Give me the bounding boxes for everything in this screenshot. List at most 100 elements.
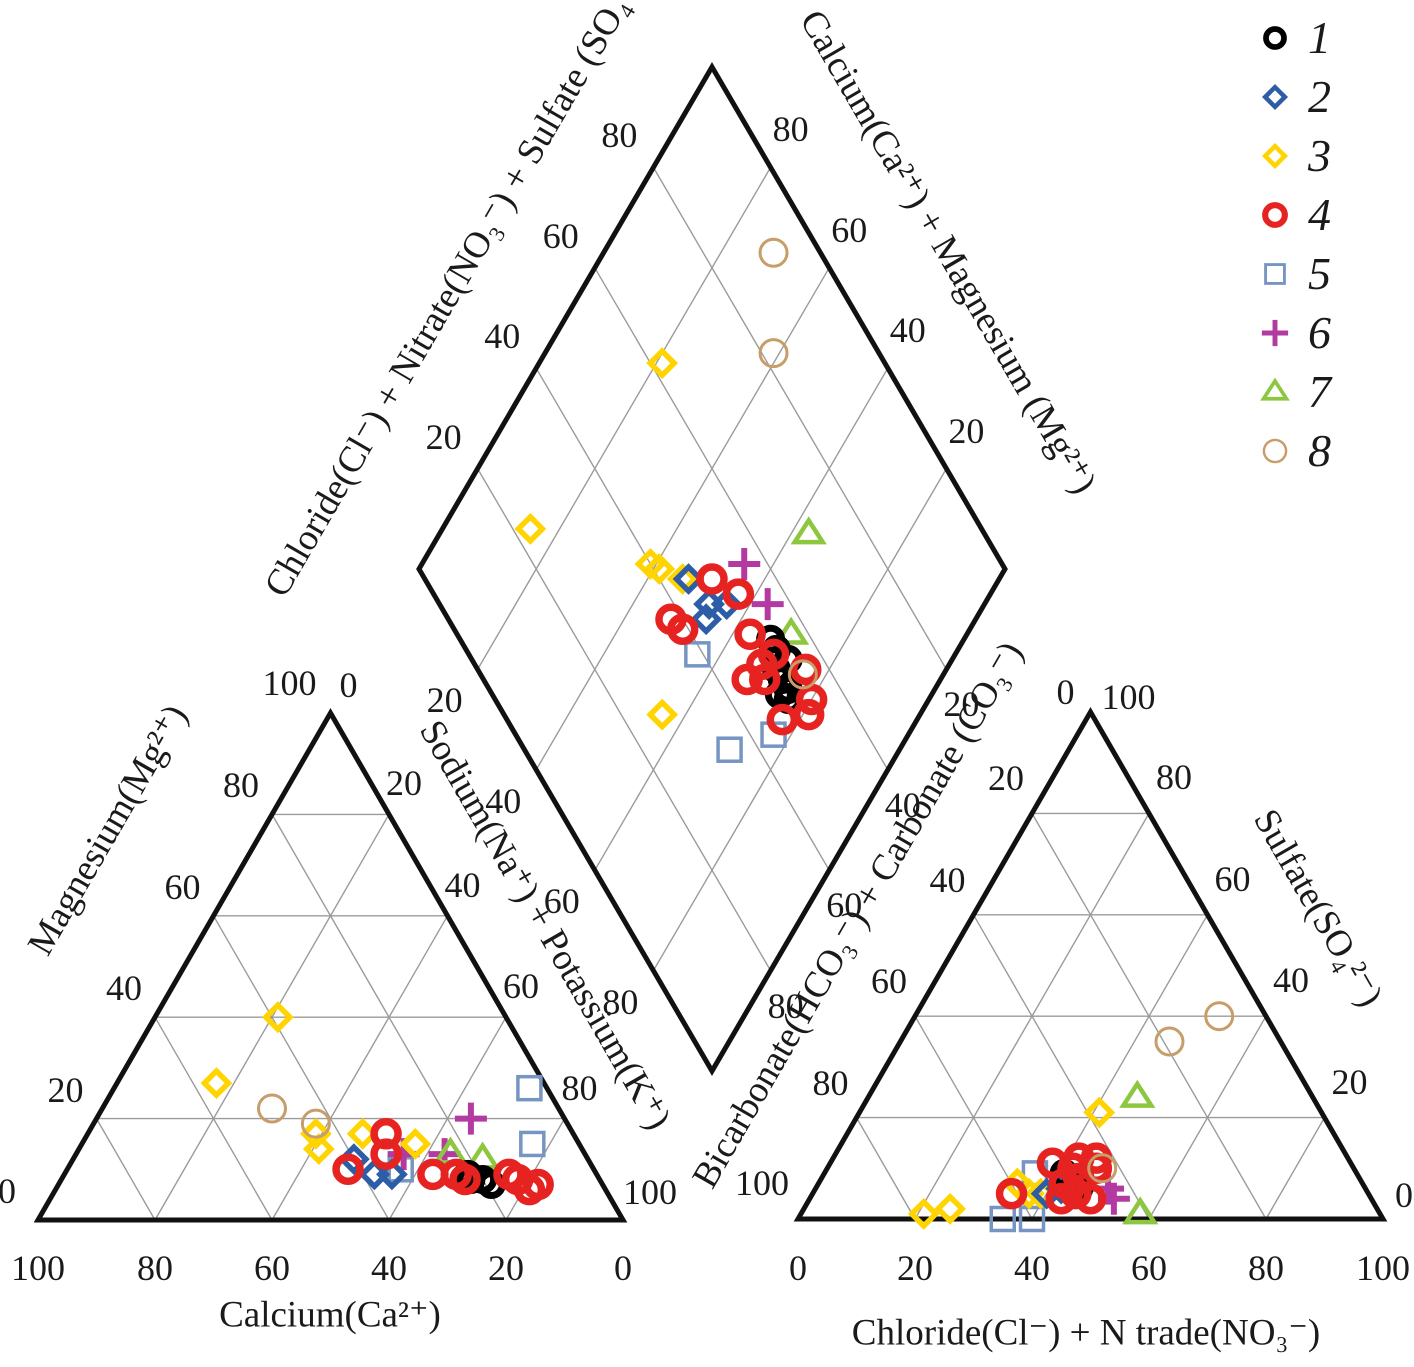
tick-label: 20 <box>386 763 422 804</box>
diamond-marker-icon <box>1261 142 1289 169</box>
grid-line <box>95 1118 156 1221</box>
series-6-points-diamond <box>728 547 784 621</box>
legend-item-label: 5 <box>1308 247 1331 299</box>
tick-label: 80 <box>1156 757 1192 798</box>
tick-label: 40 <box>884 784 921 825</box>
tick-label: 20 <box>488 1248 524 1288</box>
series-4-points-cation-ternary <box>332 1118 554 1206</box>
series-8-points-diamond <box>758 237 818 690</box>
tick-label: 60 <box>542 215 579 256</box>
tick-label: 40 <box>106 968 142 1009</box>
tick-label: 40 <box>929 859 966 900</box>
tick-label: 60 <box>503 966 539 1007</box>
legend-item-label: 2 <box>1308 70 1331 122</box>
legend-item-label: 1 <box>1308 11 1331 63</box>
grid-line <box>1148 1015 1267 1220</box>
tick-label: 60 <box>543 881 580 922</box>
tick-label: 0 <box>0 1171 16 1211</box>
grid-line <box>1265 1117 1326 1220</box>
tick-label: 20 <box>1331 1061 1368 1102</box>
tick-label: 40 <box>485 780 522 821</box>
legend-item-label: 8 <box>1308 424 1331 476</box>
tick-label: 80 <box>137 1248 173 1288</box>
legend-item-7: 7 <box>1254 362 1331 421</box>
grid-line <box>972 914 1150 1220</box>
grid-line <box>154 1016 273 1221</box>
tick-label: 40 <box>889 310 926 351</box>
tick-label: 0 <box>789 1248 807 1288</box>
ring-marker-icon <box>1262 201 1288 228</box>
series-7-points-diamond <box>772 516 827 645</box>
legend-item-4: 4 <box>1254 185 1331 244</box>
series-3-points-diamond <box>514 347 699 731</box>
tick-label: 40 <box>484 316 521 357</box>
tick-label: 20 <box>943 684 980 725</box>
tick-label: 80 <box>767 985 804 1026</box>
tick-label: 60 <box>1214 858 1251 899</box>
legend-item-label: 4 <box>1308 188 1331 240</box>
legend-item-8: 8 <box>1254 421 1331 480</box>
panel-outline <box>33 707 628 1223</box>
legend-item-2: 2 <box>1254 67 1331 126</box>
tick-label: 0 <box>614 1248 632 1288</box>
triangle-marker-icon <box>1260 377 1290 401</box>
tick-label: 80 <box>772 109 809 150</box>
square-marker-icon <box>1264 262 1286 285</box>
series-7-points-anion-ternary <box>1119 1079 1159 1225</box>
tick-label: 20 <box>948 410 985 451</box>
tick-label: 20 <box>425 416 462 457</box>
panel-outline <box>416 62 1008 1076</box>
grid-line <box>476 167 772 670</box>
legend-item-5: 5 <box>1254 244 1331 303</box>
tick-label: 40 <box>1014 1248 1050 1288</box>
grid-line <box>476 468 772 971</box>
tick-label: 80 <box>1248 1248 1284 1288</box>
cation-bottom-axis-title: Calcium(Ca²⁺) <box>219 1294 441 1336</box>
legend-item-label: 6 <box>1308 306 1331 358</box>
tick-label: 0 <box>339 665 358 705</box>
grid-line <box>535 267 830 771</box>
tick-label: 80 <box>812 1062 849 1103</box>
series-3-points-cation-ternary <box>200 1001 432 1165</box>
grid-line <box>594 367 889 871</box>
tick-label: 60 <box>826 885 863 926</box>
grid-line <box>594 267 889 771</box>
tick-label: 80 <box>602 981 639 1022</box>
tick-label: 80 <box>561 1067 598 1108</box>
panel-outline <box>793 706 1388 1222</box>
tick-label: 60 <box>164 866 201 907</box>
series-5-points-cation-ternary <box>387 1074 546 1183</box>
tick-label: 60 <box>871 961 907 1002</box>
series-4-points-anion-ternary <box>995 1142 1113 1215</box>
grid-line <box>271 915 449 1221</box>
tick-label: 40 <box>1273 960 1309 1001</box>
legend-item-label: 7 <box>1308 365 1331 417</box>
tick-label: 60 <box>1131 1248 1167 1288</box>
tick-label: 80 <box>601 115 638 156</box>
tick-label: 80 <box>223 765 259 806</box>
legend-item-6: 6 <box>1254 303 1331 362</box>
tick-label: 100 <box>1356 1248 1410 1288</box>
tick-label: 100 <box>262 663 317 703</box>
tick-label: 40 <box>444 864 481 905</box>
legend-item-1: 1 <box>1254 8 1331 67</box>
tick-label: 20 <box>988 758 1024 799</box>
tick-label: 20 <box>897 1248 933 1288</box>
tick-label: 0 <box>1395 1175 1413 1215</box>
grid-line <box>652 167 948 670</box>
series-8-points-cation-ternary <box>257 1093 331 1139</box>
tick-label: 100 <box>11 1248 65 1288</box>
grid-line <box>388 1016 507 1221</box>
grid-line <box>855 1117 916 1220</box>
tick-label: 100 <box>1101 677 1156 717</box>
tick-label: 40 <box>371 1248 407 1288</box>
ring-marker-icon <box>1262 438 1288 463</box>
series-4-points-diamond <box>655 563 828 736</box>
ring-marker-icon <box>1263 25 1287 50</box>
legend-item-3: 3 <box>1254 126 1331 185</box>
series-2-points-diamond <box>672 563 743 636</box>
anion-bottom-axis-title: Chloride(Cl⁻) + N trade(NO₃⁻) <box>851 1312 1321 1354</box>
plus-marker-icon <box>1261 319 1289 346</box>
